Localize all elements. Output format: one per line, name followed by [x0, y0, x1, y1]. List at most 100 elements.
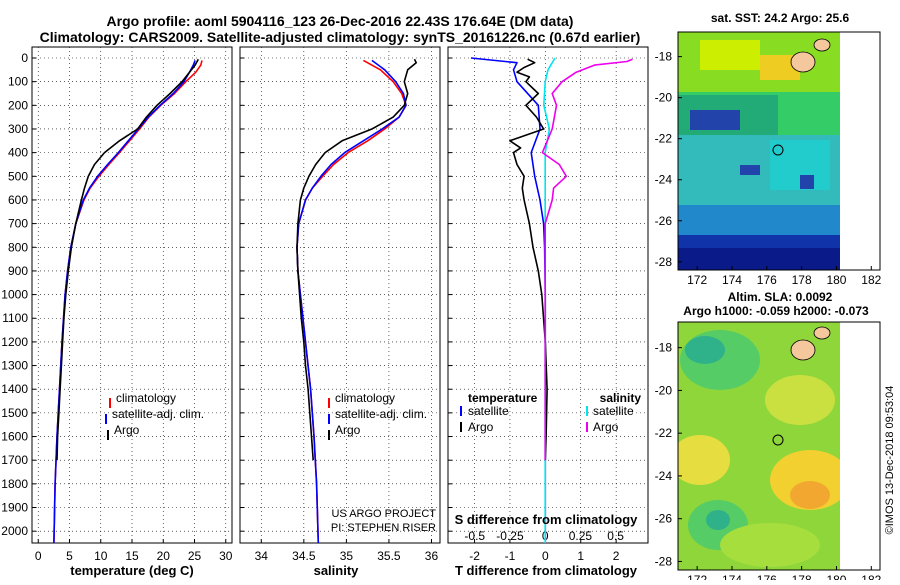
temperature-grid [32, 47, 232, 543]
salinity-xlabel: salinity [314, 563, 360, 578]
x-tick-label: 20 [157, 549, 171, 563]
x-tick-label: 15 [125, 549, 139, 563]
depth-tick-label: 100 [8, 75, 28, 89]
depth-tick-label: 1200 [1, 335, 28, 349]
depth-tick-label: 1400 [1, 382, 28, 396]
legend-argo: Argo [114, 423, 140, 437]
depth-tick-label: 500 [8, 169, 28, 183]
lon-tick-label: 176 [757, 573, 777, 580]
legend-s-argo-diff: Argo [593, 420, 619, 434]
sla-field [678, 322, 842, 570]
lon-tick-label: 182 [861, 573, 881, 580]
x-tick-label: 2 [613, 549, 620, 563]
lat-tick-label: -26 [655, 512, 673, 526]
fiji-island-2 [813, 38, 831, 52]
legend-s-argo: Argo [335, 423, 361, 437]
s-tick-label: 0.25 [569, 529, 593, 543]
lon-tick-label: 180 [826, 573, 846, 580]
series-line-s-argo [541, 58, 633, 461]
lat-tick-label: -20 [655, 91, 673, 105]
legend-s-satellite-diff: satellite [593, 404, 634, 418]
legend-salinity-head: salinity [600, 391, 642, 405]
salinity-legend: climatology satellite-adj. clim. Argo [328, 391, 427, 440]
temperature-xlabel: temperature (deg C) [70, 563, 194, 578]
sst-lon-ticks: 172 174 176 178 180 182 [687, 266, 882, 287]
x-tick-label: 10 [94, 549, 108, 563]
sst-field [678, 32, 842, 270]
x-tick-label: 25 [188, 549, 202, 563]
x-tick-label: 35 [340, 549, 354, 563]
t-difference-label: T difference from climatology [455, 563, 638, 578]
sla-float-marker [772, 434, 784, 446]
lon-tick-label: 180 [826, 273, 846, 287]
depth-tick-label: 300 [8, 122, 28, 136]
difference-panel: -2 -1 0 1 2 -0.5 -0.25 0 0.25 0.5 S difference f… [447, 46, 649, 578]
temperature-lines [53, 58, 203, 544]
sst-float-marker [772, 144, 784, 156]
sla-map-title2: Argo h1000: -0.059 h2000: -0.073 [683, 304, 869, 318]
difference-grid [448, 47, 648, 543]
x-tick-label: 30 [219, 549, 233, 563]
x-tick-label: 5 [66, 549, 73, 563]
lat-tick-label: -28 [655, 255, 673, 269]
legend-satellite: satellite-adj. clim. [112, 407, 204, 421]
salinity-frame [239, 46, 441, 544]
sla-map-title1: Altim. SLA: 0.0092 [728, 290, 833, 304]
s-tick-label: -0.25 [496, 529, 524, 543]
depth-tick-label: 1300 [1, 359, 28, 373]
copyright-stamp: ©IMOS 13-Dec-2018 09:53:04 [884, 386, 896, 535]
sla-fiji-island-1 [790, 339, 816, 361]
salinity-xticks: 34 34.5 35 35.5 36 [255, 539, 439, 563]
lat-tick-label: -20 [655, 383, 673, 397]
depth-tick-label: 200 [8, 98, 28, 112]
legend-temperature-head: temperature [468, 391, 538, 405]
depth-axis: 0 100 200 300 400 500 600 700 800 900 1000 1100 1200… [1, 51, 28, 538]
x-tick-label: 36 [425, 549, 439, 563]
legend-t-argo: Argo [468, 420, 494, 434]
lon-tick-label: 174 [722, 273, 742, 287]
depth-tick-label: 600 [8, 193, 28, 207]
sst-map: sat. SST: 24.2 Argo: 25.6 172 174 176 178 18… [655, 11, 882, 287]
sst-map-title: sat. SST: 24.2 Argo: 25.6 [711, 11, 850, 25]
depth-tick-label: 1900 [1, 501, 28, 515]
x-tick-label: 34 [255, 549, 269, 563]
x-tick-label: -1 [505, 549, 516, 563]
depth-tick-label: 1700 [1, 453, 28, 467]
depth-tick-label: 900 [8, 264, 28, 278]
credit-line2: PI: STEPHEN RISER [331, 522, 436, 534]
lon-tick-label: 178 [792, 273, 812, 287]
temperature-panel: 0 5 10 15 20 25 30 temperature (deg C) climato… [31, 46, 233, 578]
lon-tick-label: 172 [687, 273, 707, 287]
lat-tick-label: -22 [655, 132, 673, 146]
lat-tick-label: -26 [655, 214, 673, 228]
depth-tick-label: 1500 [1, 406, 28, 420]
depth-tick-label: 2000 [1, 524, 28, 538]
lat-tick-label: -18 [655, 341, 673, 355]
series-line-satellite-adj--clim- [53, 60, 196, 544]
lon-tick-label: 176 [757, 273, 777, 287]
depth-tick-label: 700 [8, 217, 28, 231]
lon-tick-label: 178 [792, 573, 812, 580]
x-tick-label: 34.5 [292, 549, 316, 563]
x-tick-label: 1 [577, 549, 584, 563]
depth-tick-label: 1100 [2, 311, 28, 325]
difference-s-ticks: -0.5 -0.25 0 0.25 0.5 [464, 529, 624, 543]
depth-tick-label: 0 [21, 51, 28, 65]
series-line-t-satellite [470, 57, 547, 543]
sst-map-blank [840, 32, 880, 270]
fiji-island-1 [790, 51, 816, 73]
depth-tick-label: 1800 [1, 477, 28, 491]
legend-s-satellite: satellite-adj. clim. [335, 407, 427, 421]
sst-lat-ticks: -18 -20 -22 -24 -26 -28 [655, 50, 682, 269]
sla-map-blank [840, 322, 880, 570]
s-difference-label: S difference from climatology [455, 512, 639, 527]
depth-tick-label: 800 [8, 240, 28, 254]
lat-tick-label: -18 [655, 50, 673, 64]
lat-tick-label: -24 [655, 173, 673, 187]
s-tick-label: -0.5 [464, 529, 485, 543]
sla-map: Altim. SLA: 0.0092 Argo h1000: -0.059 h2… [655, 290, 882, 585]
depth-tick-label: 1000 [1, 288, 28, 302]
x-tick-label: -2 [469, 549, 480, 563]
x-tick-label: 0 [542, 549, 549, 563]
